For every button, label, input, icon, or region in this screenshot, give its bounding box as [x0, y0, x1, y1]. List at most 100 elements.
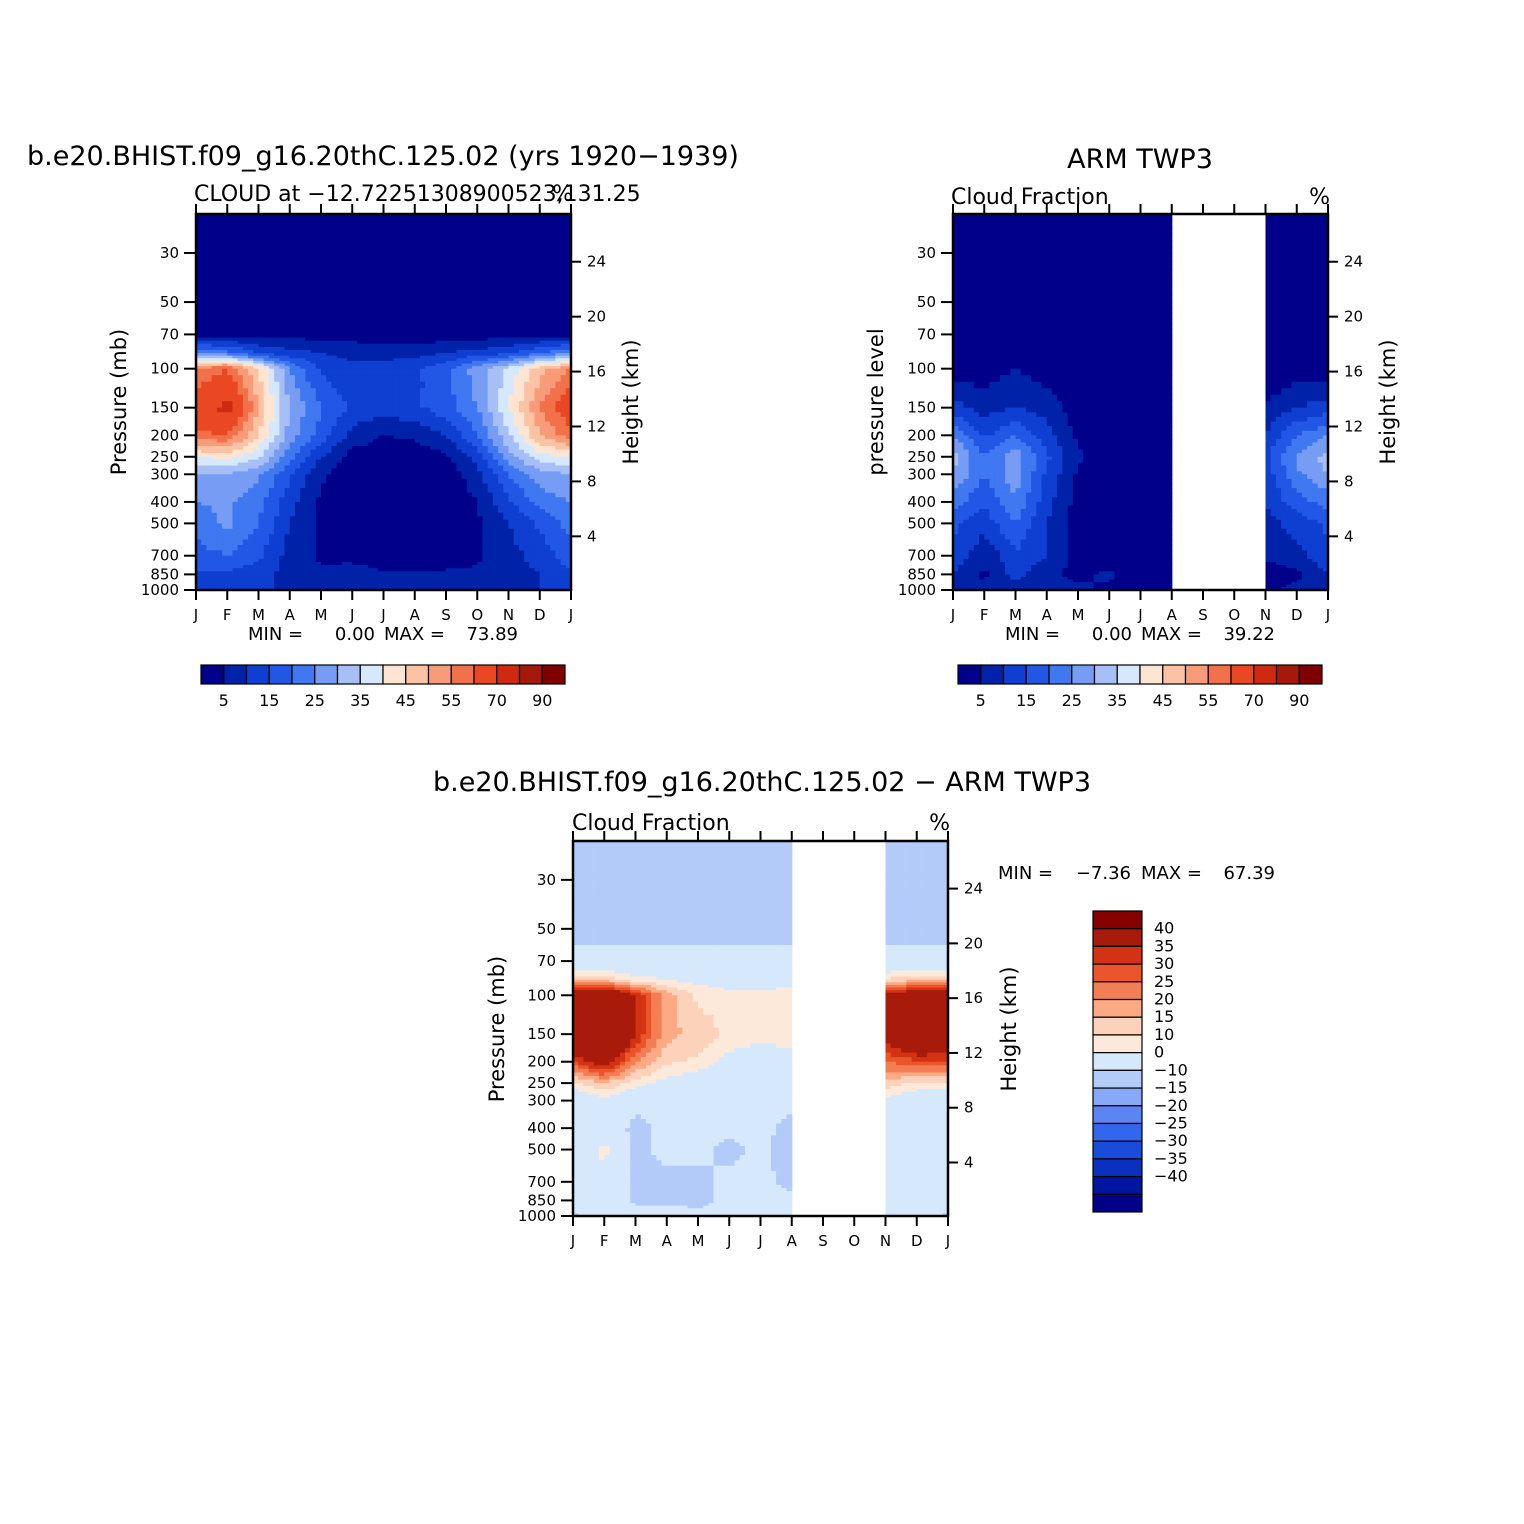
- contour-cell: [565, 394, 571, 402]
- contour-cell: [326, 329, 333, 336]
- contour-cell: [440, 478, 447, 485]
- contour-cell: [268, 360, 275, 365]
- contour-cell: [435, 334, 442, 339]
- contour-cell: [268, 462, 275, 467]
- contour-cell: [492, 442, 499, 447]
- contour-cell: [206, 337, 213, 342]
- contour-cell: [248, 421, 254, 427]
- contour-cell: [508, 407, 515, 413]
- contour-cell: [242, 412, 249, 418]
- contour-cell: [456, 233, 463, 241]
- contour-cell: [242, 468, 249, 472]
- contour-cell: [253, 471, 260, 475]
- contour-cell: [258, 252, 265, 262]
- contour-cell: [274, 478, 280, 485]
- contour-cell: [373, 474, 379, 480]
- contour-cell: [440, 492, 447, 498]
- contour-cell: [435, 516, 442, 521]
- contour-cell: [326, 462, 333, 467]
- contour-cell: [263, 226, 270, 235]
- contour-cell: [310, 360, 317, 365]
- contour-cell: [232, 442, 239, 447]
- contour-cell: [211, 516, 218, 521]
- contour-cell: [279, 323, 286, 330]
- contour-cell: [206, 512, 213, 517]
- contour-cell: [362, 329, 369, 336]
- contour-cell: [310, 483, 317, 489]
- contour-cell: [294, 528, 301, 535]
- contour-cell: [242, 544, 249, 551]
- contour-cell: [373, 239, 379, 248]
- contour-cell: [232, 358, 239, 362]
- contour-cell: [258, 435, 265, 440]
- contour-cell: [539, 465, 546, 470]
- contour-cell: [315, 509, 322, 514]
- contour-cell: [310, 438, 317, 444]
- contour-cell: [393, 459, 400, 464]
- contour-cell: [388, 456, 395, 461]
- contour-cell: [362, 509, 369, 514]
- contour-cell: [539, 449, 546, 454]
- contour-cell: [279, 523, 286, 530]
- contour-cell: [206, 349, 213, 354]
- contour-cell: [196, 360, 202, 365]
- contour-cell: [409, 426, 416, 432]
- contour-cell: [508, 252, 515, 262]
- contour-cell: [357, 488, 364, 494]
- contour-cell: [232, 312, 239, 319]
- contour-cell: [326, 534, 333, 541]
- contour-cell: [378, 381, 385, 389]
- contour-cell: [289, 471, 296, 475]
- contour-cell: [524, 462, 530, 467]
- contour-cell: [529, 474, 536, 480]
- contour-cell: [300, 340, 306, 345]
- contour-cell: [274, 355, 280, 359]
- contour-cell: [472, 416, 478, 423]
- contour-cell: [321, 246, 327, 254]
- contour-cell: [404, 505, 411, 510]
- contour-cell: [456, 269, 463, 279]
- contour-cell: [518, 312, 525, 319]
- contour-cell: [289, 269, 296, 279]
- contour-cell: [378, 497, 385, 503]
- contour-cell: [419, 363, 426, 367]
- contour-cell: [503, 401, 510, 409]
- contour-cell: [310, 528, 317, 535]
- contour-cell: [341, 246, 348, 254]
- contour-cell: [268, 307, 275, 314]
- contour-cell: [336, 360, 343, 365]
- contour-cell: [498, 307, 504, 314]
- contour-cell: [482, 478, 489, 485]
- contour-cell: [347, 435, 353, 440]
- contour-cell: [482, 401, 489, 409]
- contour-cell: [555, 214, 562, 222]
- contour-cell: [498, 366, 504, 370]
- contour-cell: [466, 246, 473, 254]
- contour-cell: [300, 488, 306, 494]
- contour-cell: [518, 453, 525, 458]
- contour-cell: [336, 435, 343, 440]
- contour-cell: [326, 233, 333, 241]
- contour-cell: [513, 366, 520, 370]
- contour-cell: [248, 355, 254, 359]
- contour-cell: [383, 468, 390, 472]
- contour-cell: [487, 442, 494, 447]
- contour-cell: [352, 412, 359, 418]
- contour-cell: [451, 307, 458, 314]
- contour-cell: [383, 358, 390, 362]
- contour-cell: [534, 488, 541, 494]
- contour-cell: [388, 539, 395, 546]
- contour-cell: [529, 226, 536, 235]
- contour-cell: [331, 523, 338, 530]
- contour-cell: [216, 474, 223, 480]
- contour-cell: [440, 226, 447, 235]
- contour-cell: [477, 412, 484, 418]
- contour-cell: [347, 329, 353, 336]
- contour-cell: [331, 446, 338, 451]
- contour-cell: [216, 456, 223, 461]
- contour-cell: [263, 528, 270, 535]
- contour-cell: [211, 388, 218, 396]
- contour-cell: [242, 340, 249, 345]
- contour-cell: [248, 550, 254, 557]
- contour-cell: [451, 505, 458, 510]
